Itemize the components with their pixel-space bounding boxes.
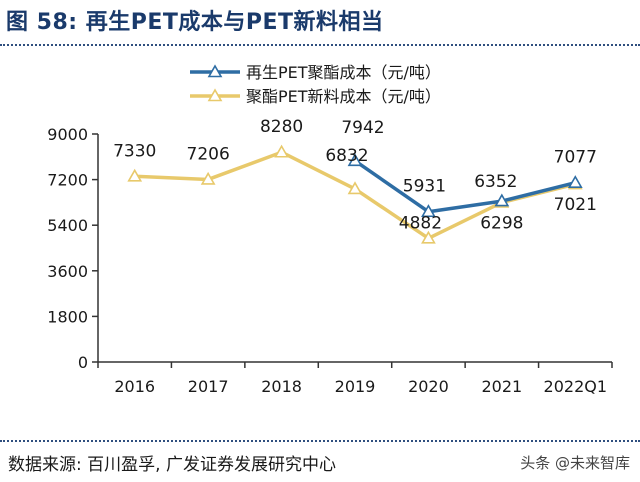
source-note: 数据来源: 百川盈孚, 广发证券发展研究中心 xyxy=(8,455,336,475)
legend-label-0: 再生PET聚酯成本（元/吨） xyxy=(246,63,441,82)
data-point-1-2 xyxy=(274,144,289,158)
chart-legend: 再生PET聚酯成本（元/吨） 聚酯PET新料成本（元/吨） xyxy=(190,63,441,106)
data-point-1-0 xyxy=(127,168,143,182)
source-divider xyxy=(0,440,640,442)
data-point-1-4 xyxy=(421,230,436,244)
data-point-1-1 xyxy=(200,171,216,185)
data-label-1-6: 7021 xyxy=(554,195,597,215)
line-chart: 0 1800 3600 5400 7200 9000 2016 2017 2018 2019 202… xyxy=(47,63,613,396)
data-point-0-6 xyxy=(567,175,583,189)
y-tick-label: 0 xyxy=(78,353,88,372)
figure-title: 图 58: 再生PET成本与PET新料相当 xyxy=(6,10,384,35)
data-point-0-4 xyxy=(421,204,436,218)
x-tick-label: 2019 xyxy=(335,377,376,396)
legend-label-1: 聚酯PET新料成本（元/吨） xyxy=(246,87,441,106)
data-label-1-3: 6832 xyxy=(325,146,368,166)
series-line-0 xyxy=(354,159,576,214)
x-tick-label: 2017 xyxy=(188,377,229,396)
data-label-1-4: 4882 xyxy=(399,213,442,233)
chart-axes: 0 1800 3600 5400 7200 9000 2016 2017 2018 2019 202… xyxy=(47,125,613,396)
y-tick-label: 3600 xyxy=(47,262,88,281)
x-tick-label: 2022Q1 xyxy=(544,377,608,396)
x-tick-label: 2020 xyxy=(408,377,449,396)
data-label-1-1: 7206 xyxy=(187,144,230,164)
data-point-1-3 xyxy=(347,181,363,195)
chart-data-labels: 7330 7206 8280 6832 4882 6298 7021 7942 5931 6352… xyxy=(113,117,597,233)
x-tick-label: 2018 xyxy=(261,377,302,396)
y-tick-label: 9000 xyxy=(47,125,88,144)
y-tick-label: 1800 xyxy=(47,307,88,326)
watermark: 头条 @未来智库 xyxy=(520,454,630,472)
data-point-0-3 xyxy=(347,153,363,167)
legend-marker-1 xyxy=(207,88,223,102)
x-tick-label: 2016 xyxy=(114,377,155,396)
data-label-0-6: 7077 xyxy=(554,148,597,168)
data-label-1-5: 6298 xyxy=(480,213,523,233)
data-label-0-4: 5931 xyxy=(403,177,446,197)
legend-marker-0 xyxy=(207,64,223,78)
data-label-0-3: 7942 xyxy=(341,118,384,138)
data-label-0-5: 6352 xyxy=(474,172,517,192)
data-label-1-2: 8280 xyxy=(260,117,303,137)
title-divider xyxy=(0,44,640,46)
data-label-1-0: 7330 xyxy=(113,141,156,161)
chart-series xyxy=(127,144,583,244)
y-tick-label: 5400 xyxy=(47,216,88,235)
x-tick-label: 2021 xyxy=(481,377,522,396)
data-point-0-5 xyxy=(494,193,510,207)
y-tick-label: 7200 xyxy=(47,171,88,190)
